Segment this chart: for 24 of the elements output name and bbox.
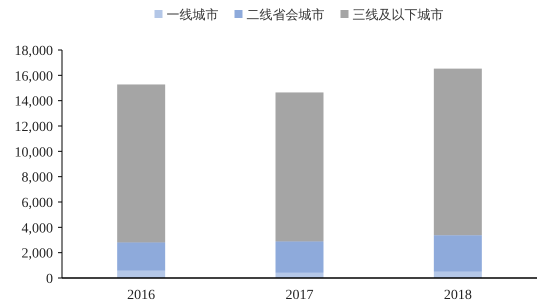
y-tick-label: 8,000 (22, 170, 53, 186)
y-tick-label: 0 (46, 272, 53, 287)
x-tick-label: 2016 (127, 288, 156, 303)
y-tick-label: 16,000 (14, 69, 53, 84)
bar (434, 68, 482, 236)
legend-label: 二线省会城市 (246, 8, 324, 23)
y-tick-label: 18,000 (14, 44, 53, 59)
y-tick-label: 14,000 (14, 94, 53, 110)
y-tick-label: 2,000 (22, 246, 53, 262)
y-tick-label: 4,000 (22, 221, 53, 236)
x-tick-label: 2017 (286, 288, 314, 303)
y-tick-label: 12,000 (14, 120, 53, 135)
y-tick-label: 10,000 (14, 145, 53, 160)
bar (117, 242, 166, 271)
bar (117, 84, 166, 242)
bar (276, 92, 324, 242)
legend-label: 一线城市 (166, 8, 218, 23)
x-tick-label: 2018 (444, 288, 472, 303)
bar (434, 272, 482, 278)
y-tick-label: 6,000 (22, 196, 53, 211)
bar (434, 235, 482, 272)
legend-label: 三线及以下城市 (352, 8, 444, 23)
bar (276, 241, 324, 273)
bar (117, 270, 166, 278)
